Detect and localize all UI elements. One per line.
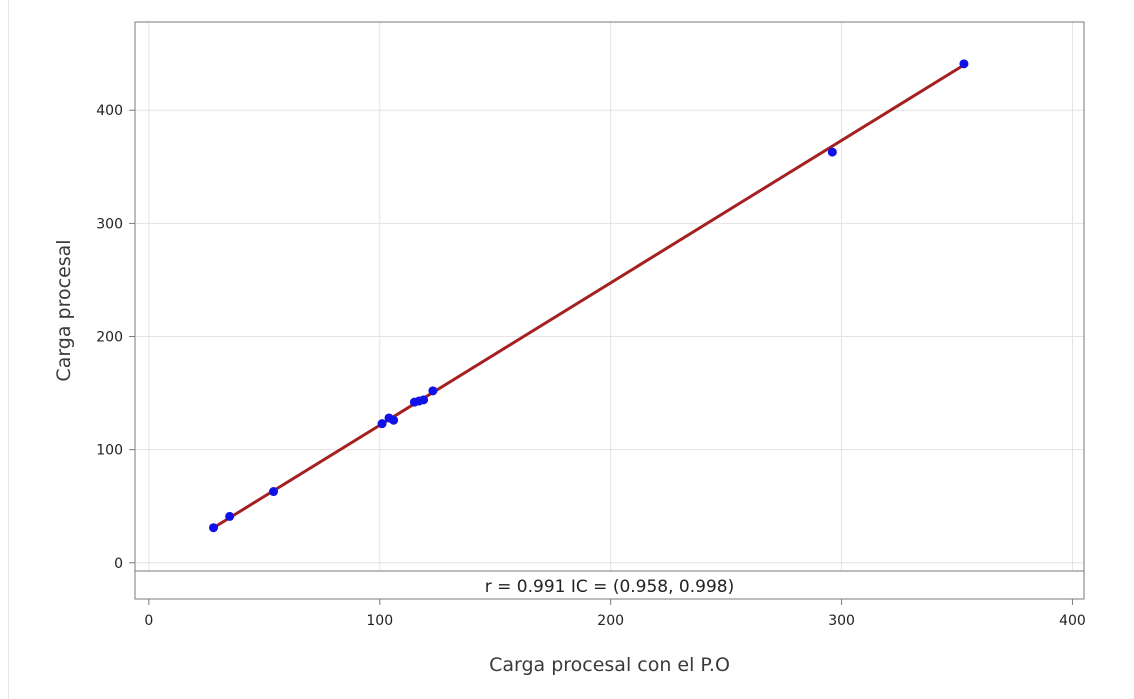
grid: [135, 22, 1084, 571]
data-point-3: [269, 487, 279, 497]
data-point-9: [419, 395, 429, 405]
data-point-4: [377, 419, 387, 429]
data-point-2: [225, 511, 235, 521]
data-point-10: [428, 386, 438, 396]
x-tick-label-300: 300: [828, 613, 855, 629]
x-axis-title: Carga procesal con el P.O: [489, 654, 730, 676]
data-point-1: [209, 523, 219, 533]
y-tick-label-300: 300: [96, 216, 123, 232]
page-left-border: [8, 0, 9, 699]
fit-line-group: [212, 63, 966, 530]
y-tick-label-200: 200: [96, 330, 123, 346]
plot-frame: [134, 21, 1085, 600]
y-tick-label-0: 0: [114, 556, 123, 572]
y-tick-label-100: 100: [96, 443, 123, 459]
data-point-6: [389, 415, 399, 425]
y-axis-ticks: 0 100 200 300 400: [96, 103, 135, 572]
x-tick-label-0: 0: [144, 613, 153, 629]
y-tick-label-400: 400: [96, 103, 123, 119]
data-points: [209, 59, 969, 533]
x-tick-label-200: 200: [597, 613, 624, 629]
x-tick-label-400: 400: [1059, 613, 1086, 629]
x-axis-ticks: 0 100 200 300 400: [144, 599, 1086, 629]
data-point-12: [959, 59, 969, 69]
y-axis-title: Carga procesal: [53, 239, 75, 381]
regression-line: [212, 63, 966, 530]
annotation-band: r = 0.991 IC = (0.958, 0.998): [135, 570, 1084, 597]
correlation-annotation: r = 0.991 IC = (0.958, 0.998): [485, 577, 734, 597]
data-point-11: [827, 147, 837, 157]
x-tick-label-100: 100: [366, 613, 393, 629]
